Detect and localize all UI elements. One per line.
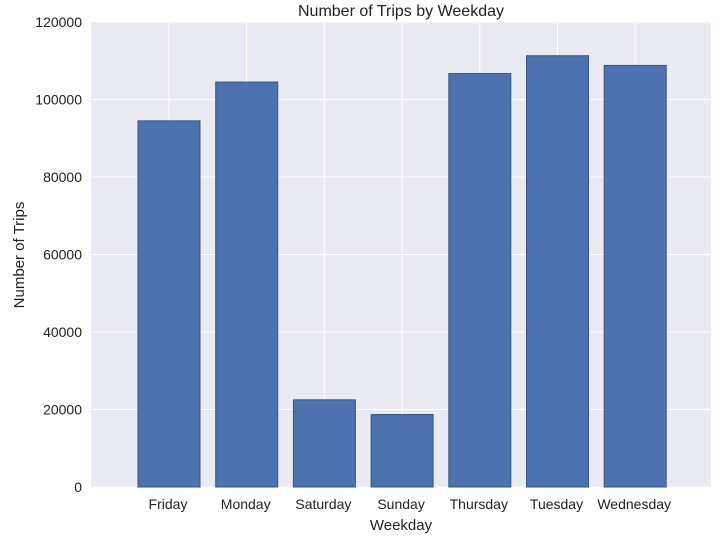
y-tick-label: 100000 — [35, 92, 82, 108]
x-tick-label: Monday — [221, 496, 271, 512]
x-axis-ticks: Friday Monday Saturday Sunday Thursday Tuesda… — [149, 496, 671, 512]
bar-saturday — [292, 399, 356, 488]
x-tick-label: Tuesday — [530, 496, 583, 512]
x-tick-label: Friday — [149, 496, 188, 512]
bar-tuesday — [526, 55, 589, 488]
y-tick-label: 40000 — [43, 324, 82, 340]
y-tick-label: 60000 — [43, 247, 82, 263]
y-axis-label: Number of Trips — [11, 202, 28, 309]
chart-title: Number of Trips by Weekday — [298, 3, 504, 20]
bar-monday — [215, 81, 279, 488]
x-axis-label: Weekday — [370, 517, 433, 534]
x-tick-label: Sunday — [377, 496, 424, 512]
bar-sunday — [370, 414, 434, 488]
x-tick-label: Thursday — [450, 496, 508, 512]
bars — [137, 55, 667, 488]
y-tick-label: 0 — [74, 479, 82, 495]
x-tick-label: Wednesday — [597, 496, 671, 512]
y-tick-label: 80000 — [43, 169, 82, 185]
y-tick-label: 120000 — [35, 14, 82, 30]
bar-thursday — [448, 73, 512, 488]
x-tick-label: Saturday — [295, 496, 351, 512]
bar-wednesday — [603, 64, 667, 488]
bar-friday — [137, 120, 201, 488]
y-tick-label: 20000 — [43, 402, 82, 418]
y-axis-ticks: 0 20000 40000 60000 80000 100000 120000 — [35, 14, 82, 495]
